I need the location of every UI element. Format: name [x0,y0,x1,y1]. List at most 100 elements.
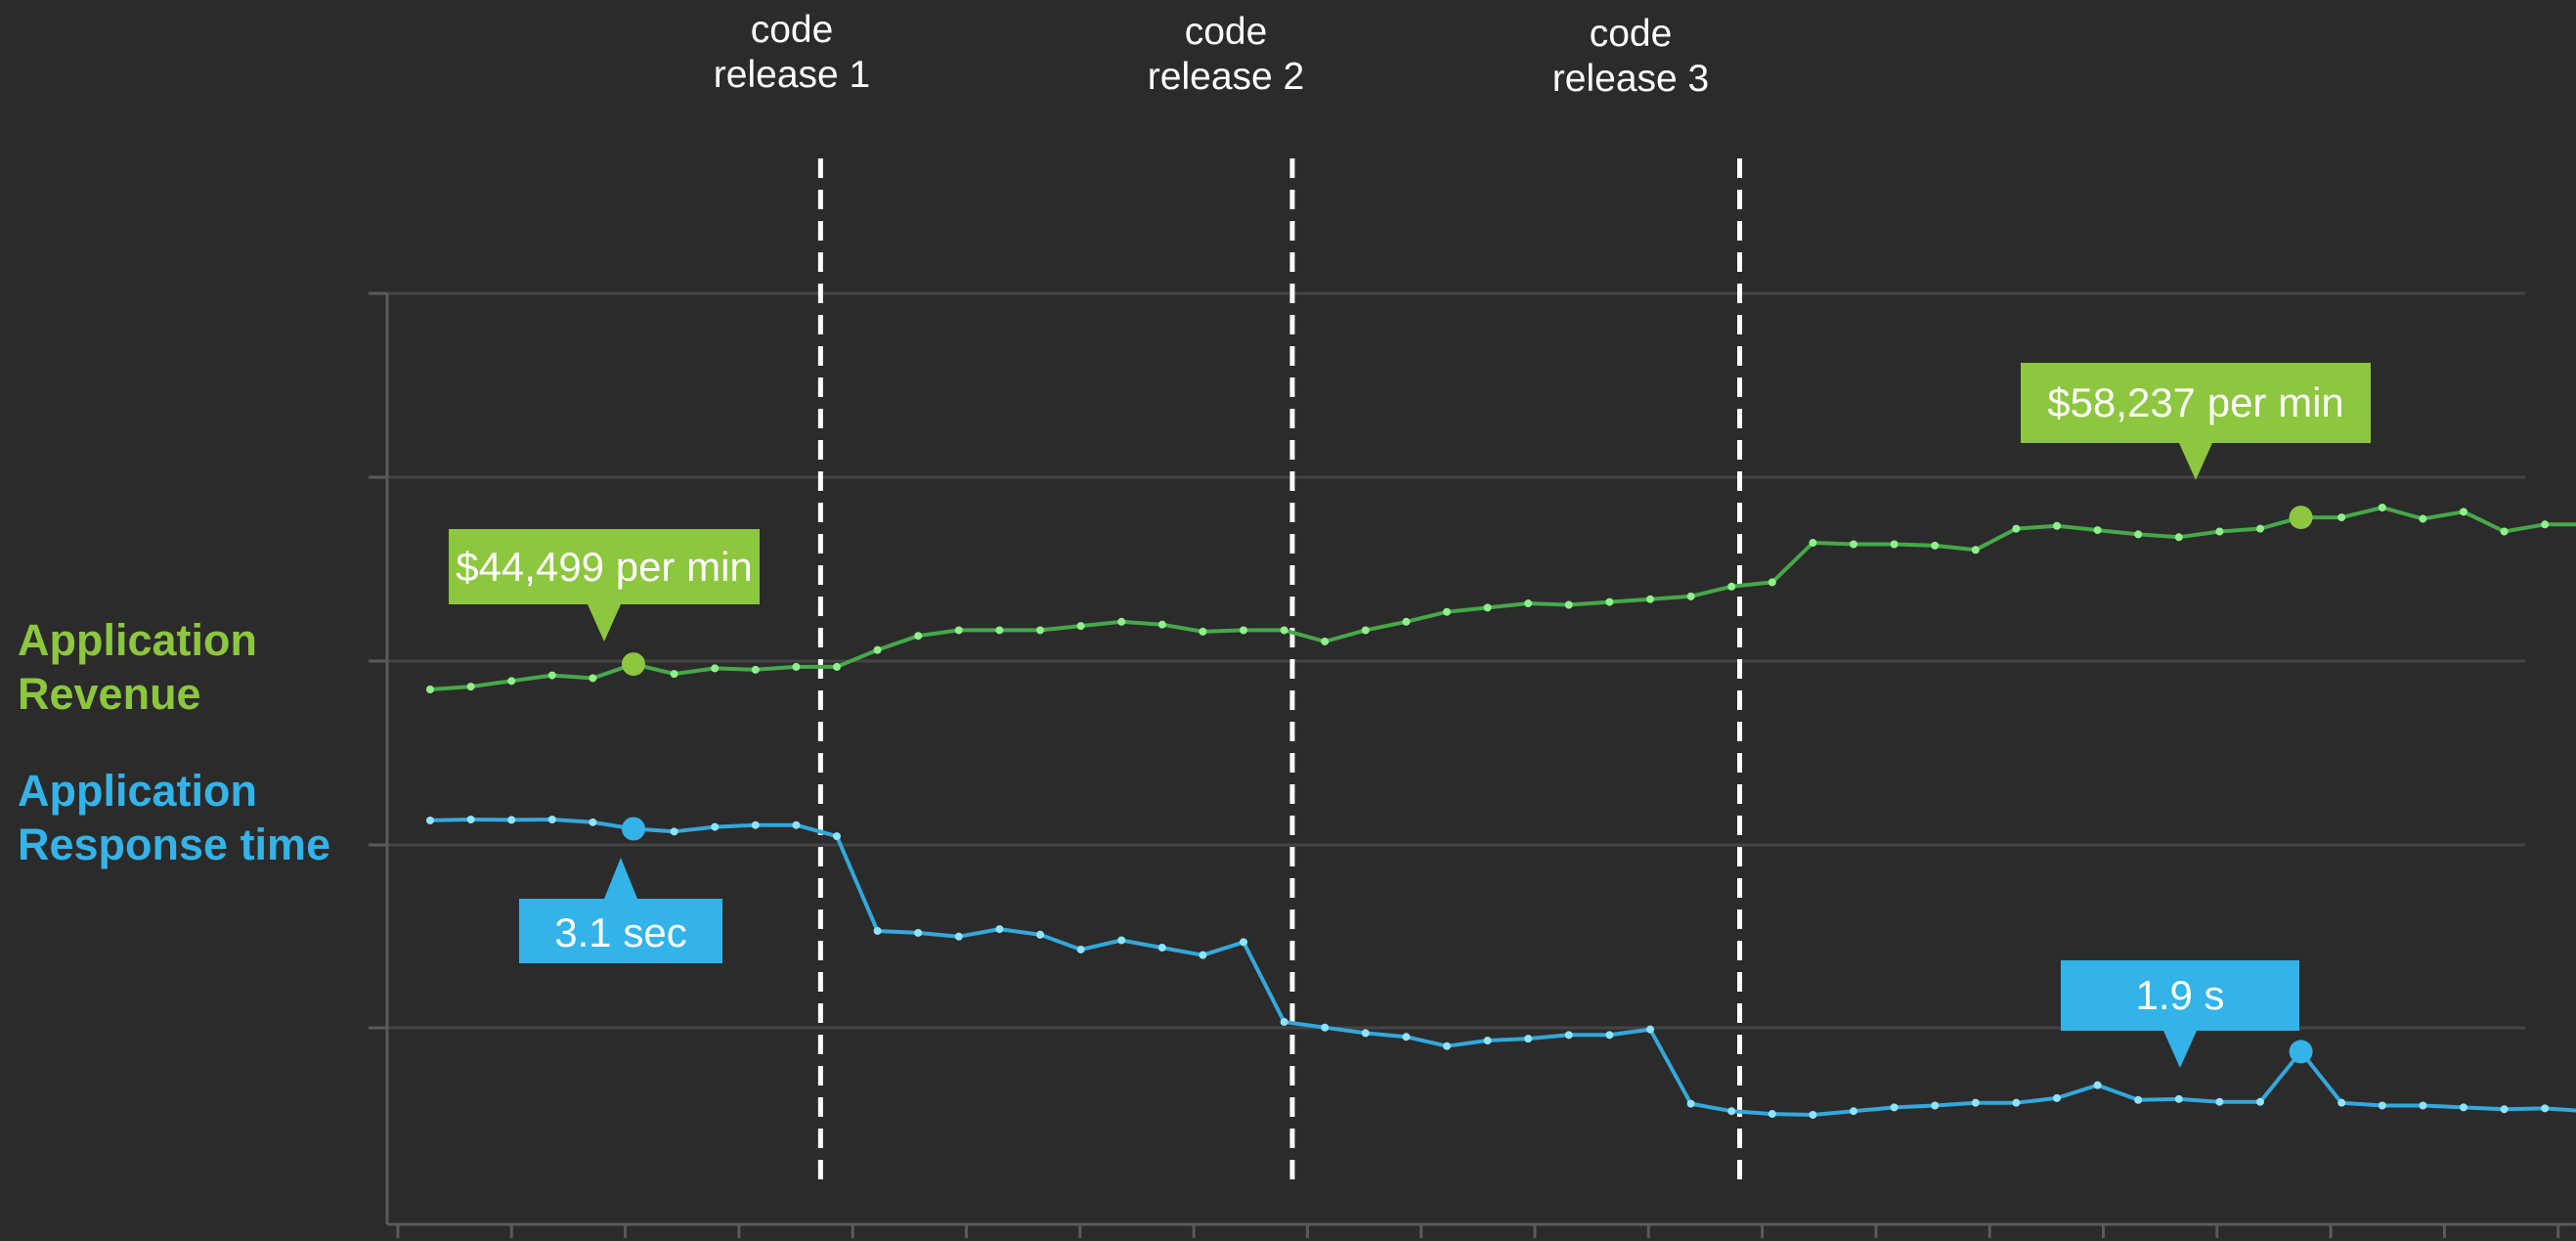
series-0-point-14 [995,626,1004,635]
series-1-point-10 [833,832,841,841]
series-0-point-19 [1199,627,1207,636]
response-callout-end-box: 1.9 s [2061,960,2299,1031]
series-1-point-49 [2419,1101,2427,1110]
series-0-point-42 [2134,530,2143,539]
series-1-point-14 [995,925,1004,934]
series-1-point-19 [1199,951,1207,959]
series-0-point-38 [1971,546,1980,554]
series-1-point-8 [751,820,760,829]
series-0-point-28 [1564,600,1573,609]
series-0-point-24 [1402,617,1411,626]
series-1-point-47 [2337,1098,2346,1107]
revenue-callout-start: $44,499 per min [449,529,760,642]
series-1-point-33 [1768,1110,1776,1119]
series-0-point-47 [2337,513,2346,522]
release-1-label-line1: code [750,9,834,51]
series-1-point-23 [1361,1029,1370,1038]
series-0-point-34 [1809,539,1817,548]
series-0-point-8 [751,665,760,674]
series-1-point-16 [1076,945,1085,953]
series-0-point-30 [1646,595,1654,603]
series-1-point-27 [1524,1035,1533,1043]
series-0-point-17 [1117,617,1126,626]
series-0-point-2 [507,677,516,686]
series-1-point-39 [2012,1098,2021,1107]
series-1-point-7 [711,822,720,831]
series-0-point-31 [1686,592,1695,600]
series-0-point-16 [1076,622,1085,631]
series-1-point-22 [1321,1023,1330,1032]
series-0-point-51 [2500,527,2509,536]
series-1-point-32 [1727,1107,1736,1116]
series-0-point-40 [2053,521,2061,530]
series-1-point-26 [1483,1037,1492,1045]
series-0-point-21 [1280,626,1288,635]
response-callout-start-box: 3.1 sec [519,899,722,963]
series-0-point-15 [1036,626,1044,635]
revenue-callout-start-pointer [588,604,621,642]
series-0-point-49 [2419,514,2427,523]
release-2-label-line1: code [1184,11,1268,53]
release-2-label: code release 2 [1099,10,1353,100]
response-callout-end: 1.9 s [2061,960,2299,1068]
series-1-point-28 [1564,1031,1573,1040]
series-0-point-52 [2541,520,2550,529]
series-1-point-34 [1809,1111,1817,1119]
series-1-highlight-0 [622,817,645,841]
series-0-point-13 [954,626,963,635]
series-1-point-45 [2256,1097,2264,1106]
series-1-point-36 [1890,1103,1899,1112]
series-0-point-12 [914,632,923,641]
response-callout-end-pointer [2163,1031,2197,1068]
release-3-label: code release 3 [1504,12,1758,102]
response-label-line1: Application [18,766,257,816]
series-0-point-25 [1443,607,1451,616]
series-0-point-44 [2215,527,2224,536]
series-1-point-0 [426,816,434,824]
series-0-point-20 [1240,626,1247,635]
response-series-label: Application Response time [18,764,330,871]
series-0-point-48 [2378,504,2386,511]
series-1-point-31 [1686,1099,1695,1108]
series-1-point-3 [547,816,556,823]
series-1-point-6 [670,827,678,836]
series-1-point-25 [1443,1042,1451,1050]
series-0-point-39 [2012,524,2021,533]
series-0-highlight-0 [622,652,645,677]
series-0-point-35 [1850,540,1857,549]
series-0-point-29 [1605,598,1614,606]
revenue-callout-start-box: $44,499 per min [449,529,760,604]
series-0-point-10 [833,662,841,671]
series-1-point-13 [954,932,963,941]
release-1-label-line2: release 1 [713,54,871,96]
series-lines [426,504,2576,1119]
series-0-point-32 [1727,582,1736,591]
series-line-1 [429,818,2576,1117]
series-1-point-44 [2215,1097,2224,1106]
series-1-point-21 [1280,1018,1288,1027]
series-0-point-41 [2093,526,2102,535]
series-0-point-22 [1321,637,1330,645]
series-1-point-41 [2093,1081,2102,1089]
series-0-point-9 [792,662,801,671]
series-1-point-18 [1157,944,1166,953]
series-1-point-52 [2541,1104,2550,1113]
series-1-point-51 [2500,1105,2509,1114]
series-1-point-2 [507,816,516,824]
series-1-point-42 [2134,1095,2143,1104]
series-1-point-24 [1402,1033,1411,1042]
series-0-point-36 [1890,540,1899,549]
series-0-point-23 [1361,626,1370,635]
series-1-point-48 [2378,1101,2386,1110]
series-1-point-37 [1931,1101,1940,1110]
response-callout-start: 3.1 sec [519,858,722,963]
series-0-point-37 [1931,541,1940,550]
series-1-point-43 [2174,1094,2183,1103]
series-0-point-4 [589,674,597,683]
axes [369,291,2576,1238]
series-0-point-26 [1483,603,1492,612]
series-0-point-27 [1524,599,1533,608]
series-0-point-45 [2256,524,2264,533]
revenue-label-line2: Revenue [18,669,201,719]
